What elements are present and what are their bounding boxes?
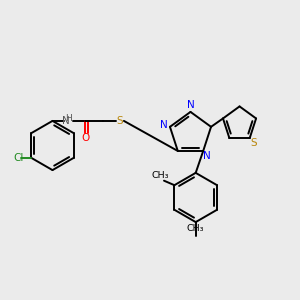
Text: S: S (117, 116, 123, 126)
Text: N: N (203, 151, 211, 161)
Text: N: N (61, 116, 69, 126)
Text: H: H (66, 114, 72, 123)
Text: CH₃: CH₃ (152, 171, 169, 180)
Text: N: N (160, 120, 167, 130)
Text: CH₃: CH₃ (187, 224, 204, 233)
Text: Cl: Cl (13, 153, 23, 163)
Text: N: N (187, 100, 194, 110)
Text: O: O (81, 133, 90, 143)
Text: S: S (250, 138, 257, 148)
